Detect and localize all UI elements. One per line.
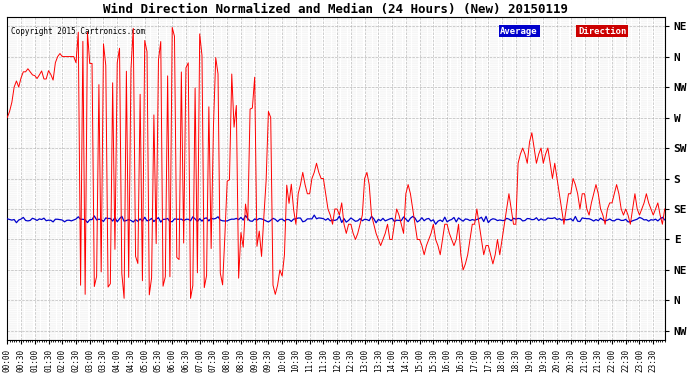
Text: Average: Average	[500, 27, 538, 36]
Text: Direction: Direction	[578, 27, 627, 36]
Text: Copyright 2015 Cartronics.com: Copyright 2015 Cartronics.com	[10, 27, 145, 36]
Title: Wind Direction Normalized and Median (24 Hours) (New) 20150119: Wind Direction Normalized and Median (24…	[104, 3, 569, 16]
